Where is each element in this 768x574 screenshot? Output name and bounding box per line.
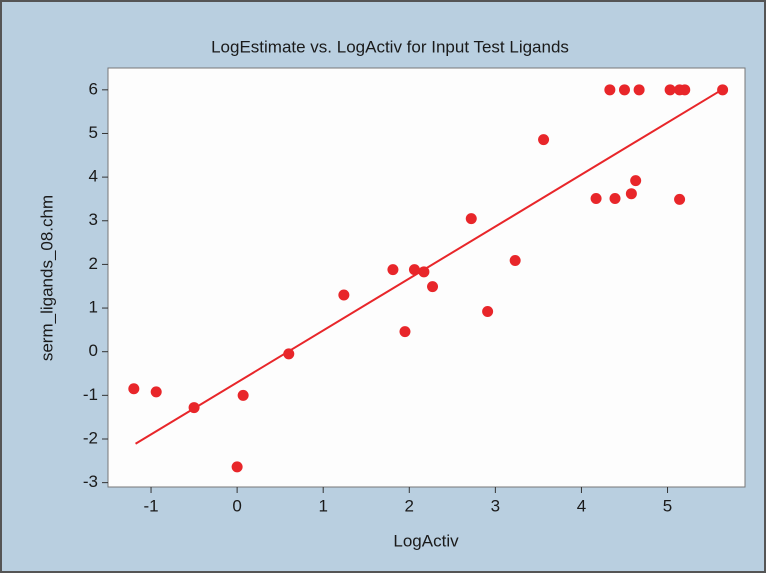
y-tick-label: -1 <box>83 385 98 404</box>
x-tick-label: 4 <box>577 496 586 515</box>
x-tick-label: 5 <box>663 496 672 515</box>
point <box>633 84 645 96</box>
point <box>188 402 200 414</box>
point <box>590 193 602 205</box>
y-tick-label: -3 <box>83 472 98 491</box>
y-tick-label: -2 <box>83 428 98 447</box>
y-tick-label: 3 <box>89 210 98 229</box>
y-tick-label: 5 <box>89 123 98 142</box>
point <box>338 289 350 301</box>
x-tick-label: 1 <box>318 496 327 515</box>
y-tick-label: 2 <box>89 254 98 273</box>
y-tick-label: 6 <box>89 79 98 98</box>
fit-line <box>135 88 723 445</box>
y-tick-label: 0 <box>89 341 98 360</box>
y-tick-label: 1 <box>89 298 98 317</box>
point <box>128 383 140 395</box>
y-tick-label: 4 <box>89 167 98 186</box>
point <box>717 84 729 96</box>
point <box>630 175 642 187</box>
point <box>609 193 621 205</box>
point <box>231 461 243 473</box>
point <box>618 84 630 96</box>
point <box>408 264 420 276</box>
x-tick-label: 2 <box>405 496 414 515</box>
point <box>418 266 430 278</box>
point <box>283 348 295 360</box>
point <box>509 254 521 266</box>
point <box>482 306 494 318</box>
point <box>664 84 676 96</box>
point <box>399 326 411 338</box>
point <box>150 386 162 398</box>
x-tick-label: -1 <box>143 496 158 515</box>
chart-title: LogEstimate vs. LogActiv for Input Test … <box>211 37 569 56</box>
point <box>237 389 249 401</box>
x-axis-label: LogActiv <box>393 531 459 550</box>
x-tick-label: 3 <box>491 496 500 515</box>
point <box>387 264 399 276</box>
x-tick-label: 0 <box>232 496 241 515</box>
point <box>538 134 550 146</box>
point <box>604 84 616 96</box>
y-axis-label: serm_ligands_08.chm <box>37 195 56 361</box>
point <box>465 213 477 225</box>
point <box>679 84 691 96</box>
point <box>674 193 686 205</box>
point <box>625 188 637 200</box>
point <box>427 281 439 293</box>
plot-area <box>107 67 746 488</box>
